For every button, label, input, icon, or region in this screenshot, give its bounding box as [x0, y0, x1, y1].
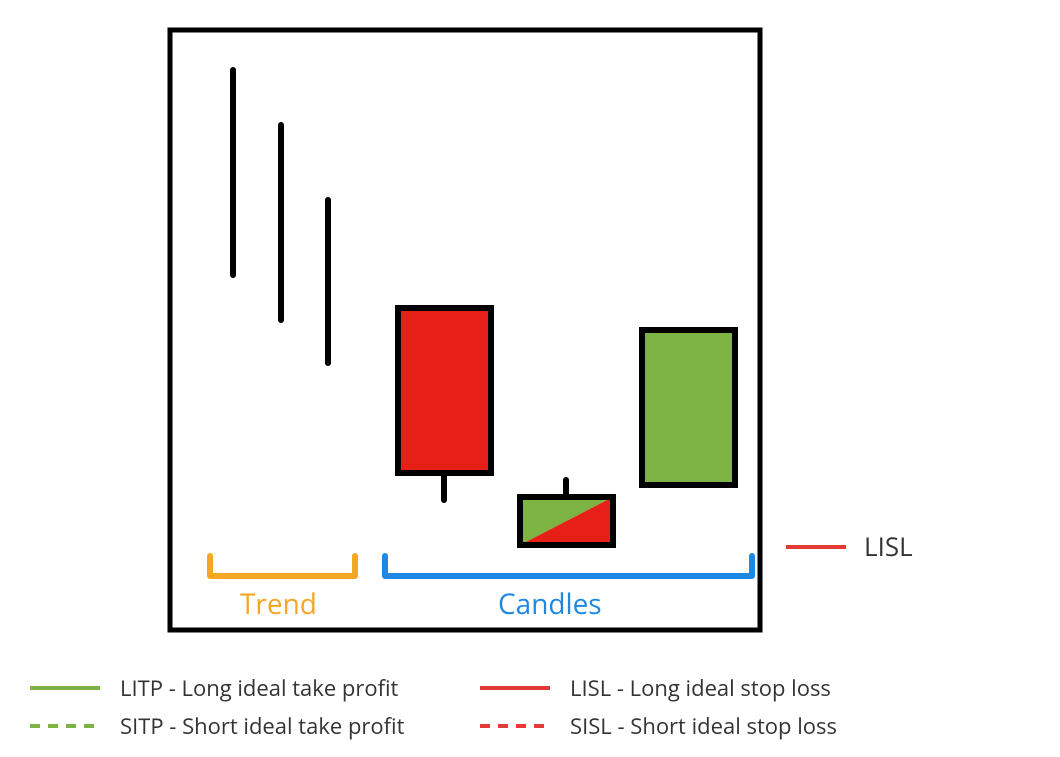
diagram-svg: Trend Candles LISL LITP - Long ideal tak…: [0, 0, 1060, 757]
legend-litp-label: LITP - Long ideal take profit: [120, 673, 399, 703]
diagram-stage: Trend Candles LISL LITP - Long ideal tak…: [0, 0, 1060, 757]
candles-label: Candles: [498, 585, 602, 623]
trend-bracket: [210, 556, 355, 576]
candle-1: [398, 308, 491, 500]
candle-1-body: [398, 308, 491, 473]
trend-lines: [233, 70, 328, 363]
candles-bracket: [385, 556, 752, 576]
legend-lisl-label: LISL - Long ideal stop loss: [570, 673, 831, 703]
candle-3: [642, 330, 735, 485]
legend-sitp-label: SITP - Short ideal take profit: [120, 711, 405, 741]
candle-3-body: [642, 330, 735, 485]
candle-2: [520, 480, 613, 545]
trend-label: Trend: [240, 585, 317, 623]
legend-sisl-label: SISL - Short ideal stop loss: [570, 711, 837, 741]
lisl-label: LISL: [864, 528, 913, 564]
